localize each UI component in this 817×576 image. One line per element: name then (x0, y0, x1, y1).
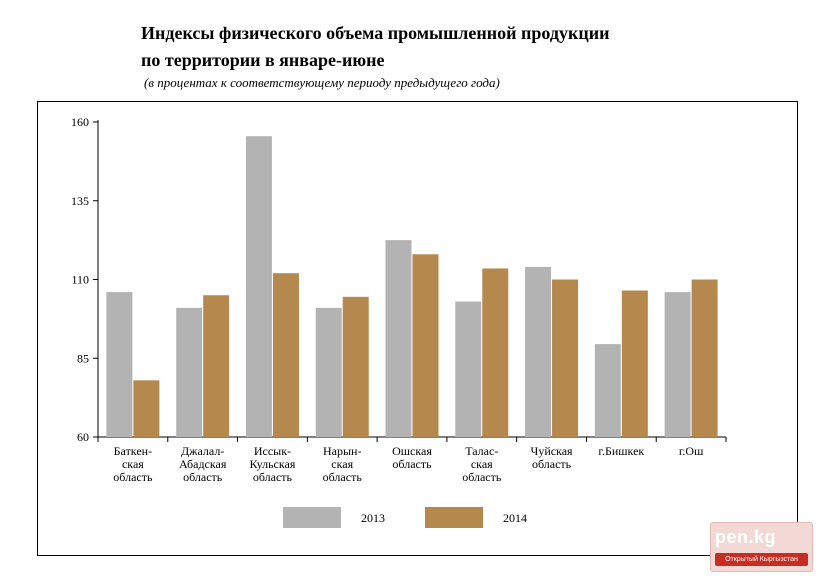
y-tick-label: 135 (71, 194, 89, 208)
y-tick-label: 110 (71, 273, 89, 287)
bar-2014-4 (412, 254, 439, 437)
x-category-label-line: Абадская (179, 457, 227, 471)
legend-swatch-2013 (283, 507, 341, 528)
x-category-label-line: Нарын- (323, 444, 361, 458)
x-category-label-line: область (462, 470, 502, 484)
legend-label-2013: 2013 (361, 511, 385, 525)
x-category-label-line: область (323, 470, 363, 484)
x-category-label-line: Талас- (465, 444, 498, 458)
bar-2013-1 (176, 307, 203, 437)
x-category-label: Нарын-ская область (323, 444, 363, 484)
x-category-label-line: область (183, 470, 223, 484)
bar-2014-0 (133, 380, 160, 437)
x-category-label-line: Иссык- (254, 444, 291, 458)
watermark: pen.kg Открытый Кыргызстан (710, 522, 813, 572)
bar-2014-1 (203, 295, 230, 437)
watermark-logo: pen.kg (715, 527, 777, 547)
x-category-label: г.Ош (679, 444, 704, 458)
bar-2013-0 (106, 292, 133, 437)
x-category-label-line: область (253, 470, 293, 484)
chart-title-line-2: по территории в январе-июне (141, 50, 385, 70)
chart-frame (37, 101, 798, 556)
x-category-label: Чуйская область (531, 444, 574, 471)
legend-label-2014: 2014 (503, 511, 527, 525)
bar-2013-8 (664, 292, 691, 437)
x-category-label-line: ская (122, 457, 144, 471)
x-category-label-line: Чуйская (531, 444, 574, 458)
x-category-label: Джалал-Абадская область (179, 444, 227, 484)
legend-swatch-2014 (425, 507, 483, 528)
bar-2014-6 (552, 279, 579, 437)
x-category-label: Иссык-Кульская область (250, 444, 296, 484)
bar-2013-5 (455, 301, 482, 437)
bar-2013-3 (315, 307, 342, 437)
x-category-label: г.Бишкек (598, 444, 644, 458)
x-category-label-line: Ошская (392, 444, 432, 458)
x-category-label-line: Джалал- (181, 444, 224, 458)
x-category-label-line: Баткен- (114, 444, 152, 458)
bar-2013-4 (385, 240, 412, 437)
bar-2013-6 (525, 266, 552, 437)
chart-title-line-1: Индексы физического объема промышленной … (141, 23, 610, 43)
x-category-label: Баткен-ская область (113, 444, 153, 484)
bar-2014-5 (482, 268, 509, 437)
chart-title: Индексы физического объема промышленной … (141, 20, 609, 74)
y-tick-label: 160 (71, 115, 89, 129)
x-category-label-line: г.Ош (679, 444, 704, 458)
x-category-label: Талас-ская область (462, 444, 502, 484)
x-category-label-line: ская (471, 457, 493, 471)
chart-subtitle: (в процентах к соответствующему периоду … (144, 75, 500, 90)
x-category-label-line: г.Бишкек (598, 444, 644, 458)
y-tick-label: 85 (77, 351, 89, 365)
watermark-tagline: Открытый Кыргызстан (715, 553, 808, 566)
x-category-label: Ошская область (392, 444, 432, 471)
x-category-label-line: Кульская (250, 457, 296, 471)
bar-2014-2 (272, 273, 299, 437)
bar-2014-8 (691, 279, 718, 437)
bar-2014-7 (621, 290, 648, 437)
bar-2013-2 (245, 136, 272, 438)
x-category-label-line: ская (331, 457, 353, 471)
x-category-label-line: область (113, 470, 153, 484)
bar-2013-7 (594, 344, 621, 437)
x-category-label-line: область (532, 457, 572, 471)
x-category-label-line: область (392, 457, 432, 471)
y-tick-label: 60 (77, 430, 89, 444)
bar-2014-3 (342, 296, 369, 437)
